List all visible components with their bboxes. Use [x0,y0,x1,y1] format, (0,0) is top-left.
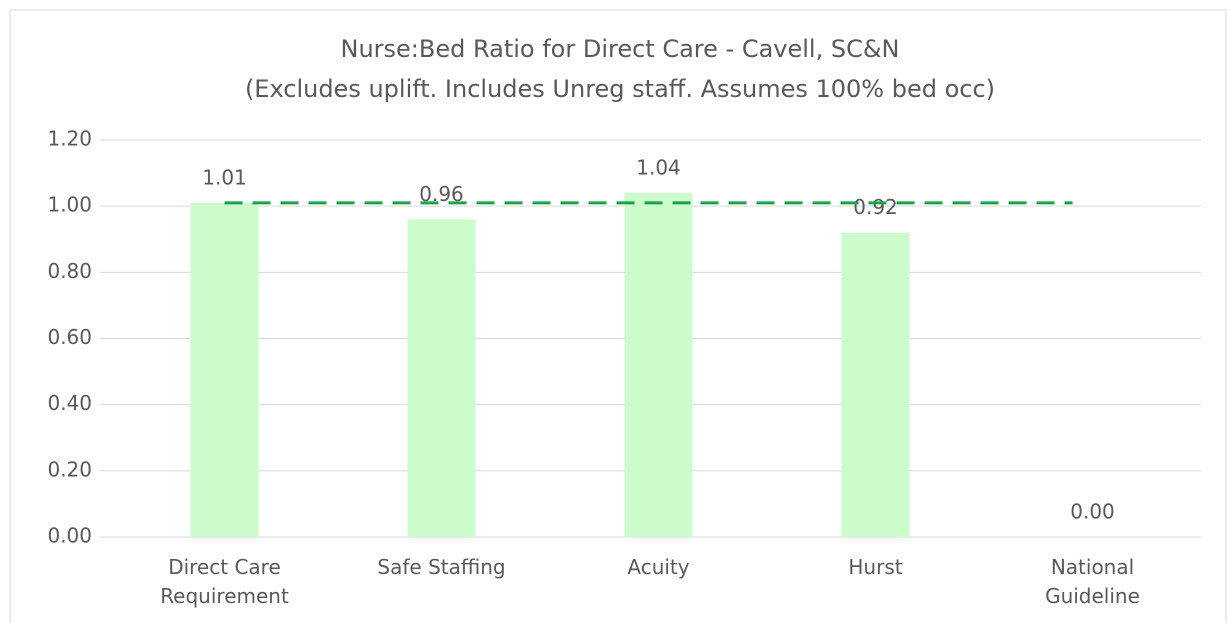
chart-subtitle: (Excludes uplift. Includes Unreg staff. … [245,75,995,103]
y-tick-label: 0.80 [47,259,92,283]
value-label: 0.92 [853,195,898,219]
chart-border [9,9,1227,623]
value-label: 0.00 [1070,500,1115,524]
y-tick-label: 0.60 [47,325,92,349]
y-tick-label: 0.20 [47,457,92,481]
y-tick-label: 0.40 [47,391,92,415]
value-label: 1.01 [202,165,247,189]
x-tick-label: Hurst [848,555,903,579]
bar [190,202,259,537]
x-tick-label: Safe Staffing [377,555,506,579]
x-tick-label: Direct Care Requirement [160,555,289,608]
y-tick-label: 1.00 [47,193,92,217]
bar [624,192,693,537]
bar [407,219,476,537]
y-tick-label: 1.20 [47,127,92,151]
bar [841,232,910,537]
value-label: 1.04 [636,155,681,179]
chart-title: Nurse:Bed Ratio for Direct Care - Cavell… [340,35,899,63]
x-tick-label: National Guideline [1045,555,1140,608]
y-tick-label: 0.00 [47,524,92,548]
x-tick-label: Acuity [627,555,690,579]
